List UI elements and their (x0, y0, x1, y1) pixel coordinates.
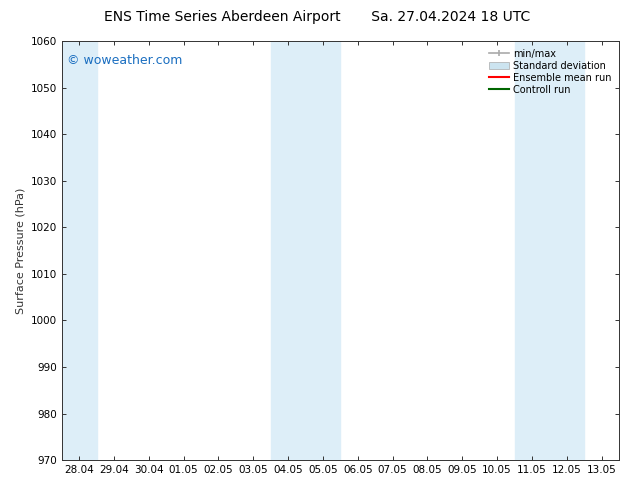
Text: © woweather.com: © woweather.com (67, 53, 183, 67)
Y-axis label: Surface Pressure (hPa): Surface Pressure (hPa) (15, 187, 25, 314)
Bar (515, 41, 584, 460)
Text: ENS Time Series Aberdeen Airport       Sa. 27.04.2024 18 UTC: ENS Time Series Aberdeen Airport Sa. 27.… (104, 10, 530, 24)
Bar (271, 41, 340, 460)
Legend: min/max, Standard deviation, Ensemble mean run, Controll run: min/max, Standard deviation, Ensemble me… (486, 46, 614, 98)
Bar (61, 41, 96, 460)
